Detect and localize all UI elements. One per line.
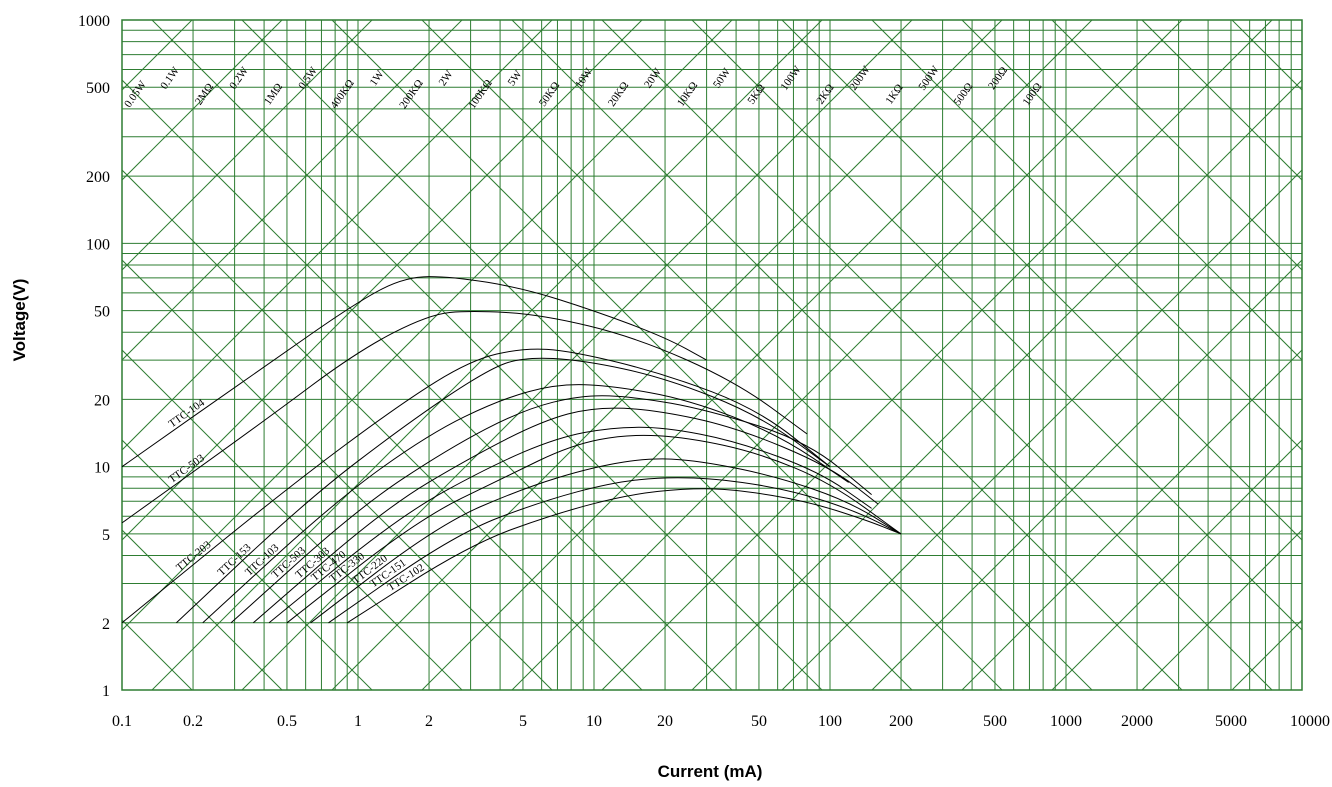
x-tick-label: 50 <box>751 713 767 730</box>
x-tick-label: 100 <box>818 713 842 730</box>
plot-background <box>122 20 1302 690</box>
x-tick-label: 0.5 <box>277 713 297 730</box>
y-tick-label: 1000 <box>78 13 110 30</box>
y-tick-label: 10 <box>94 460 110 477</box>
x-tick-label: 500 <box>983 713 1007 730</box>
x-tick-label: 10000 <box>1290 713 1330 730</box>
x-tick-label: 5000 <box>1215 713 1247 730</box>
x-tick-label: 20 <box>657 713 673 730</box>
y-tick-label: 50 <box>94 304 110 321</box>
x-tick-label: 5 <box>519 713 527 730</box>
y-tick-label: 200 <box>86 169 110 186</box>
x-tick-label: 10 <box>586 713 602 730</box>
x-tick-label: 0.2 <box>183 713 203 730</box>
y-tick-label: 20 <box>94 392 110 409</box>
y-tick-label: 100 <box>86 236 110 253</box>
x-tick-labels: 0.1 0.2 0.5 1 2 5 10 20 50 100 200 500 1000 2000 5000 1… <box>112 713 1330 730</box>
x-tick-label: 200 <box>889 713 913 730</box>
x-tick-label: 2 <box>425 713 433 730</box>
x-tick-label: 1000 <box>1050 713 1082 730</box>
y-tick-label: 1 <box>102 683 110 700</box>
x-tick-label: 1 <box>354 713 362 730</box>
x-tick-label: 2000 <box>1121 713 1153 730</box>
x-axis-label: Current (mA) <box>560 762 860 782</box>
y-tick-label: 5 <box>102 527 110 544</box>
y-tick-label: 2 <box>102 616 110 633</box>
y-axis-label: Voltage(V) <box>10 270 30 370</box>
y-tick-labels: 1 2 5 10 20 50 100 200 500 1000 <box>78 13 110 700</box>
x-tick-label: 0.1 <box>112 713 132 730</box>
y-tick-label: 500 <box>86 80 110 97</box>
